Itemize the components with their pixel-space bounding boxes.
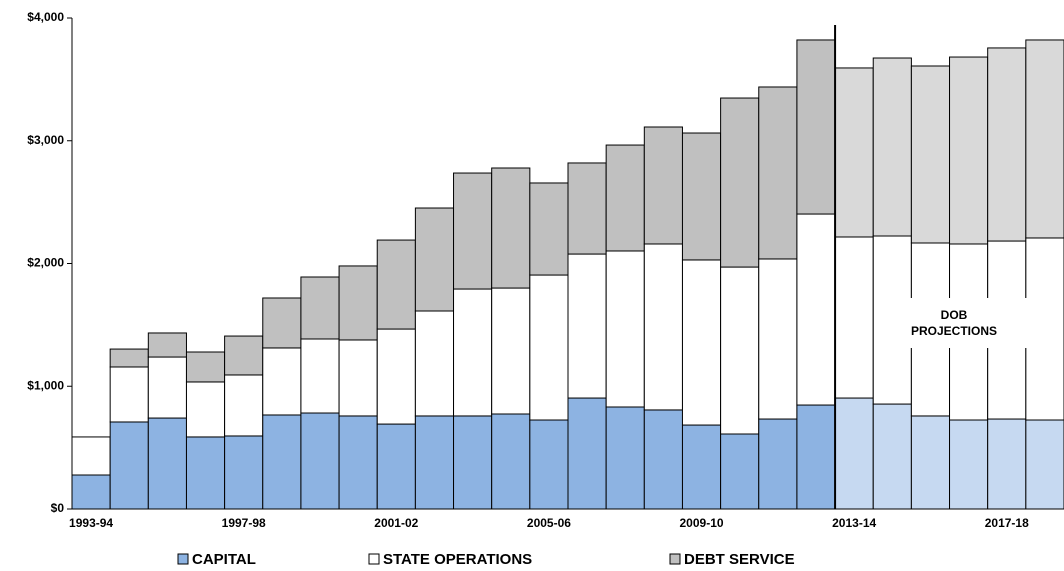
- bar-segment: [453, 288, 493, 417]
- x-tick-label: 2001-02: [374, 516, 418, 530]
- bar-segment: [300, 276, 340, 340]
- bar-segment: [605, 406, 645, 510]
- bar-segment: [681, 132, 722, 261]
- bar-segment: [796, 39, 836, 215]
- bar-segment: [567, 162, 607, 255]
- x-tick-label: 2005-06: [527, 516, 571, 530]
- bar-segment: [758, 418, 798, 510]
- bar-segment: [491, 167, 531, 289]
- bar-segment: [376, 423, 416, 510]
- bar-segment: [224, 374, 264, 437]
- bar-segment: [1025, 39, 1064, 239]
- bar-segment: [681, 424, 722, 510]
- bar-segment: [491, 287, 531, 415]
- y-tick-label: $0: [51, 501, 65, 515]
- bar-segment: [109, 348, 149, 368]
- bar-segment: [758, 86, 798, 260]
- bar-segment: [605, 250, 645, 408]
- bar-segment: [453, 172, 493, 290]
- bar-segment: [338, 265, 378, 341]
- bar-segment: [262, 414, 302, 510]
- bar-segment: [529, 419, 569, 510]
- y-tick-label: $2,000: [27, 256, 64, 270]
- bar-segment: [185, 436, 226, 510]
- legend-swatch: [177, 553, 189, 565]
- bar-segment: [720, 97, 760, 268]
- bar-segment: [720, 433, 760, 510]
- bar-segment: [300, 412, 340, 510]
- bar-segment: [720, 266, 760, 435]
- bar-segment: [1025, 419, 1064, 510]
- bar-segment: [834, 397, 874, 510]
- annotation-box: [878, 298, 1030, 348]
- bar-segment: [147, 332, 187, 358]
- bar-segment: [567, 253, 607, 399]
- bar-segment: [414, 310, 455, 417]
- bar-segment: [834, 67, 874, 238]
- bar-segment: [643, 126, 683, 245]
- bar-segment: [71, 436, 111, 476]
- bar-segment: [109, 421, 149, 510]
- bar-segment: [949, 56, 989, 245]
- bar-segment: [262, 347, 302, 416]
- bar-segment: [491, 413, 531, 510]
- bar-segment: [567, 397, 607, 510]
- bar-segment: [224, 435, 264, 510]
- bar-segment: [834, 236, 874, 399]
- legend-label: STATE OPERATIONS: [383, 551, 532, 568]
- bar-segment: [949, 419, 989, 510]
- bar-segment: [796, 404, 836, 510]
- x-tick-label: 2009-10: [680, 516, 724, 530]
- bar-segment: [338, 339, 378, 417]
- bar-segment: [643, 243, 683, 411]
- bar-segment: [376, 239, 416, 330]
- bar-segment: [147, 356, 187, 419]
- legend-label: DEBT SERVICE: [684, 551, 795, 568]
- x-tick-label: 2017-18: [985, 516, 1029, 530]
- bar-segment: [1025, 237, 1064, 421]
- bar-segment: [910, 65, 951, 244]
- bar-segment: [185, 351, 226, 383]
- bar-segment: [681, 259, 722, 426]
- bar-segment: [147, 417, 187, 510]
- bar-segment: [643, 409, 683, 510]
- x-tick-label: 1993-94: [69, 516, 113, 530]
- bar-segment: [453, 415, 493, 510]
- annotation: PROJECTIONS: [911, 324, 997, 338]
- bar-segment: [529, 274, 569, 421]
- bar-segment: [338, 415, 378, 510]
- bar-segment: [605, 144, 645, 252]
- annotation: DOB: [941, 308, 968, 322]
- x-tick-label: 2013-14: [832, 516, 876, 530]
- bar-segment: [529, 182, 569, 276]
- legend-swatch: [669, 553, 681, 565]
- bar-segment: [224, 335, 264, 376]
- legend-label: CAPITAL: [192, 551, 256, 568]
- bar-segment: [910, 415, 951, 510]
- bar-segment: [414, 415, 455, 510]
- x-tick-label: 1997-98: [222, 516, 266, 530]
- bar-segment: [872, 403, 912, 510]
- bar-segment: [987, 47, 1027, 242]
- bar-segment: [414, 207, 455, 312]
- bar-segment: [71, 474, 111, 510]
- y-tick-label: $3,000: [27, 133, 64, 147]
- bar-segment: [987, 418, 1027, 510]
- bar-segment: [758, 258, 798, 420]
- bar-segment: [109, 366, 149, 423]
- bar-segment: [872, 57, 912, 237]
- bar-segment: [376, 328, 416, 425]
- bar-segment: [300, 338, 340, 414]
- bar-segment: [796, 213, 836, 406]
- bar-segment: [185, 381, 226, 438]
- bar-segment: [262, 297, 302, 349]
- legend-swatch: [368, 553, 380, 565]
- y-tick-label: $1,000: [27, 378, 64, 392]
- y-tick-label: $4,000: [27, 10, 64, 24]
